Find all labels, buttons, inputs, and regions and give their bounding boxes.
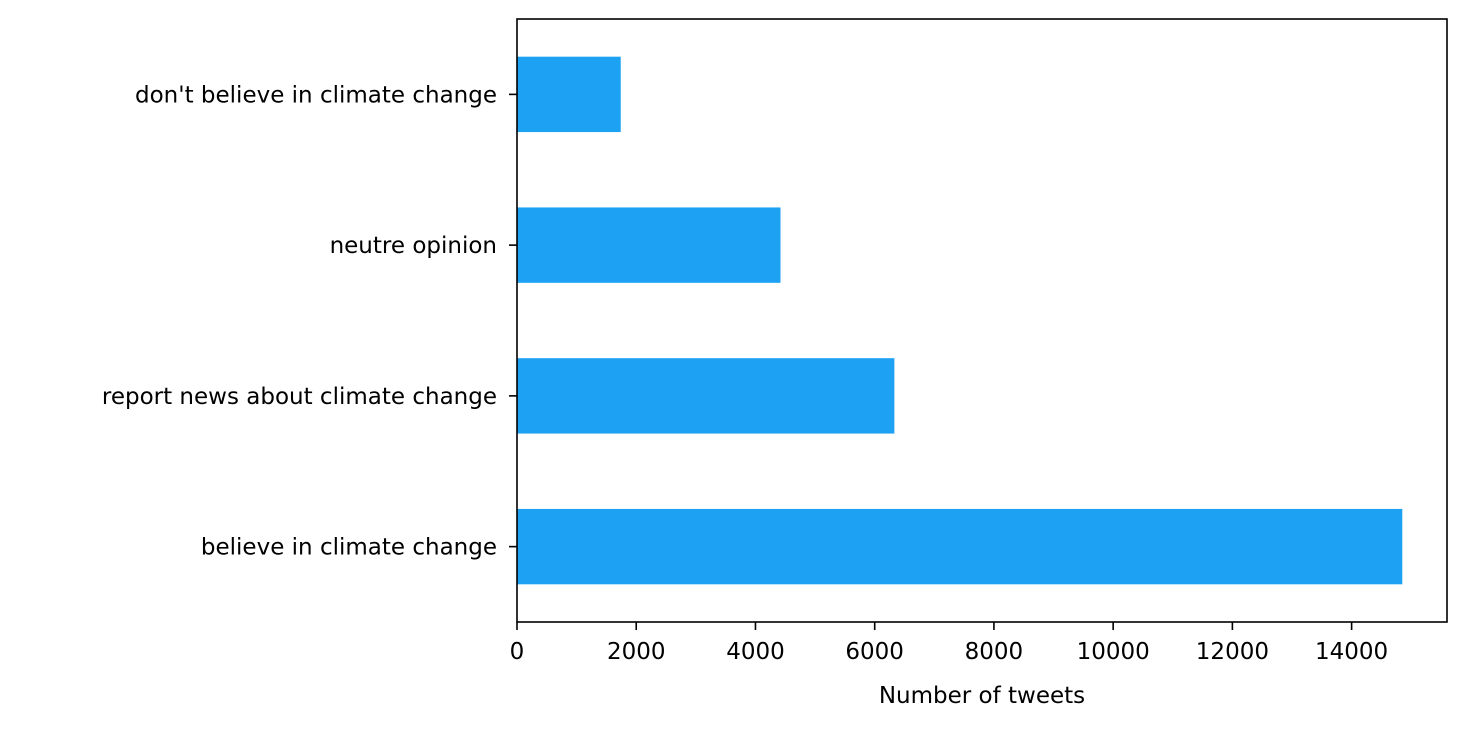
bar — [517, 56, 621, 133]
bar — [517, 358, 895, 434]
bars-group — [517, 56, 1403, 585]
x-tick-label: 2000 — [607, 639, 666, 665]
y-tick-label: report news about climate change — [102, 384, 497, 410]
y-axis-ticks: believe in climate change report news abo… — [102, 82, 517, 561]
x-axis-label: Number of tweets — [879, 683, 1085, 709]
y-tick-label: don't believe in climate change — [135, 82, 497, 108]
bar — [517, 207, 781, 283]
bar — [517, 508, 1403, 585]
x-tick-label: 8000 — [965, 639, 1024, 665]
y-tick-label: believe in climate change — [201, 535, 497, 561]
x-tick-label: 14000 — [1315, 639, 1388, 665]
x-axis-ticks: 0 2000 4000 6000 8000 10000 12000 14000 — [510, 622, 1388, 665]
x-tick-label: 12000 — [1196, 639, 1269, 665]
x-tick-label: 6000 — [845, 639, 904, 665]
x-tick-label: 10000 — [1077, 639, 1150, 665]
y-tick-label: neutre opinion — [330, 233, 497, 259]
plot-frame — [516, 18, 1448, 623]
x-tick-label: 0 — [510, 639, 525, 665]
x-tick-label: 4000 — [726, 639, 785, 665]
